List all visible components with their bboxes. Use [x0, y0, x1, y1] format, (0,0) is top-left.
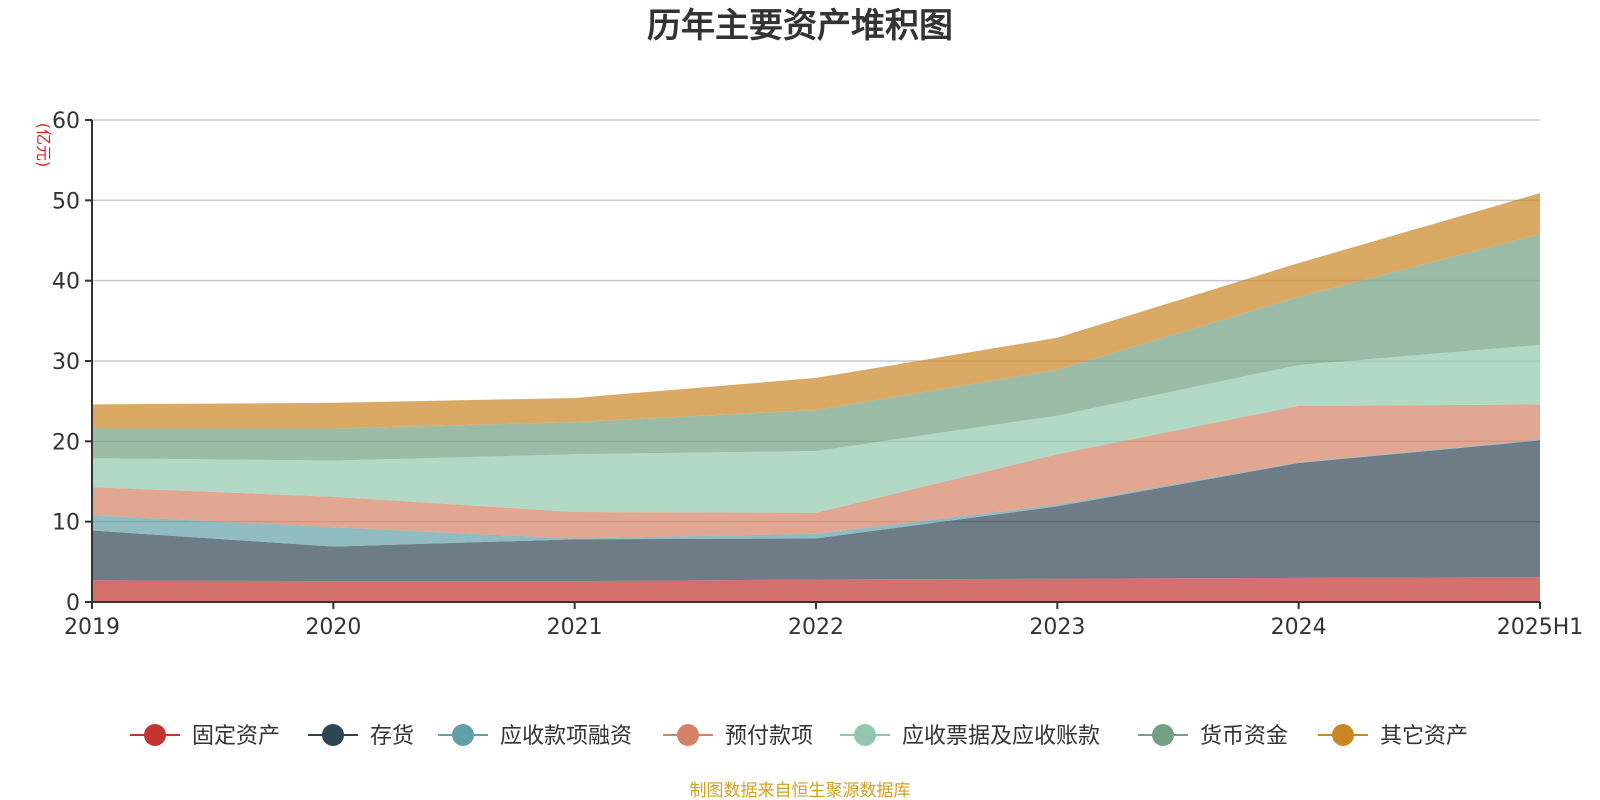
legend-item-5[interactable]: 应收票据及应收账款	[840, 724, 1100, 749]
x-tick-label: 2021	[547, 615, 603, 640]
legend-label: 固定资产	[192, 724, 280, 749]
legend-label: 预付款项	[725, 724, 813, 749]
legend-item-6[interactable]: 货币资金	[1138, 724, 1288, 749]
x-tick-label: 2024	[1271, 615, 1327, 640]
x-tick-label: 2020	[305, 615, 361, 640]
area-series-3	[92, 439, 1540, 547]
x-tick-label: 2019	[64, 615, 120, 640]
legend: 固定资产 存货 应收款项融资 预付款项 应收票据及应收账款 货币资金 其它资产	[130, 724, 1468, 749]
legend-marker	[144, 724, 166, 746]
legend-marker	[854, 724, 876, 746]
area-series-1	[92, 577, 1540, 602]
chart-title: 历年主要资产堆积图	[647, 6, 953, 46]
legend-item-3[interactable]: 应收款项融资	[438, 724, 632, 749]
y-tick-label: 60	[52, 109, 80, 134]
area-series-5	[92, 344, 1540, 513]
legend-item-7[interactable]: 其它资产	[1318, 724, 1468, 749]
x-tick-label: 2022	[788, 615, 844, 640]
legend-item-4[interactable]: 预付款项	[663, 724, 813, 749]
x-axis-ticks: 2019 2020 2021 2022 2023 2024 2025H1	[64, 602, 1583, 640]
legend-marker	[1332, 724, 1354, 746]
y-tick-label: 30	[52, 350, 80, 375]
area-series-group	[92, 193, 1540, 602]
source-note: 制图数据来自恒生聚源数据库	[690, 781, 911, 800]
x-tick-label: 2025H1	[1497, 615, 1584, 640]
legend-label: 存货	[370, 724, 414, 749]
legend-label: 应收款项融资	[500, 724, 632, 749]
area-series-7	[92, 193, 1540, 429]
y-tick-label: 10	[52, 511, 80, 536]
legend-label: 应收票据及应收账款	[902, 724, 1100, 749]
legend-label: 其它资产	[1380, 724, 1468, 749]
legend-item-2[interactable]: 存货	[308, 724, 414, 749]
area-series-6	[92, 234, 1540, 461]
legend-marker	[677, 724, 699, 746]
y-axis-unit-label: (亿元)	[34, 123, 53, 168]
legend-marker	[322, 724, 344, 746]
x-tick-label: 2023	[1029, 615, 1085, 640]
y-tick-label: 50	[52, 189, 80, 214]
legend-label: 货币资金	[1200, 724, 1288, 749]
area-series-4	[92, 404, 1540, 539]
legend-item-1[interactable]: 固定资产	[130, 724, 280, 749]
area-series-2	[92, 440, 1540, 582]
legend-marker	[452, 724, 474, 746]
y-tick-label: 0	[66, 591, 80, 616]
y-tick-label: 40	[52, 270, 80, 295]
y-tick-label: 20	[52, 430, 80, 455]
y-axis-ticks: 0 10 20 30 40 50 60	[52, 109, 92, 616]
legend-marker	[1152, 724, 1174, 746]
